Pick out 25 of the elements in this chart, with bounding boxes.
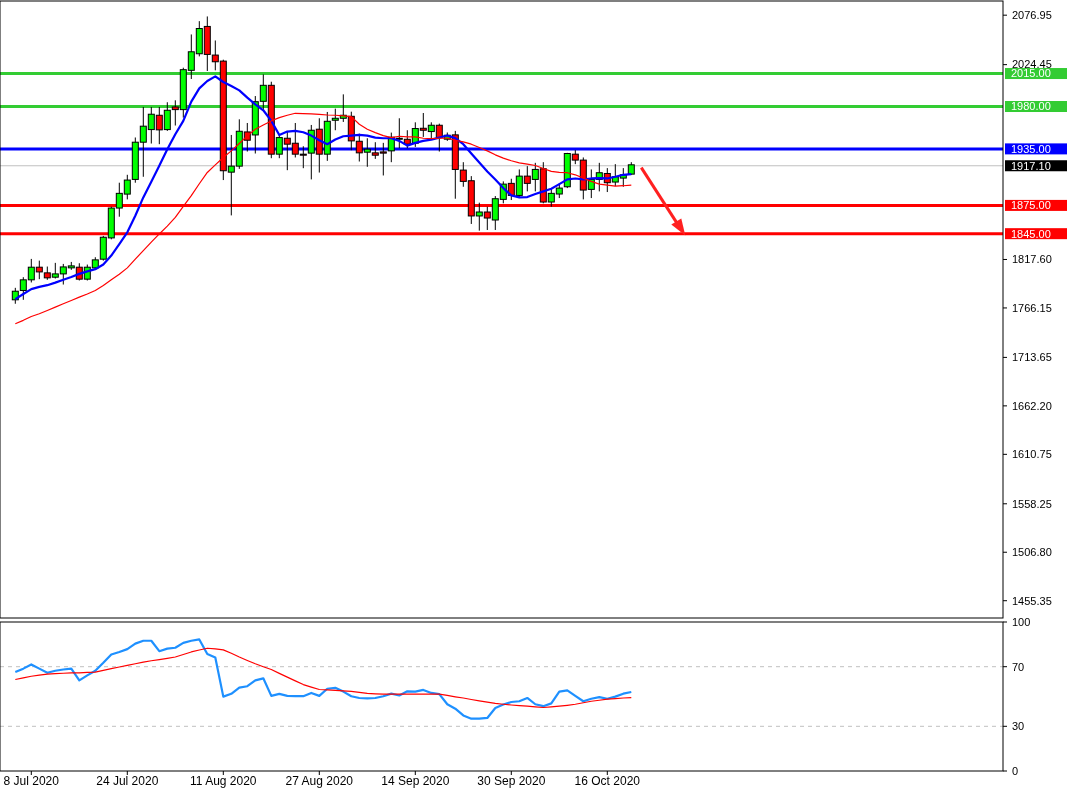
x-tick-label: 24 Jul 2020 bbox=[96, 774, 159, 788]
y-tick-label: 30 bbox=[1012, 720, 1025, 733]
y-tick-label: 1662.20 bbox=[1012, 399, 1052, 412]
ref-line-label: 1845.00 bbox=[1011, 227, 1051, 240]
ref-line-label: 1980.00 bbox=[1011, 100, 1051, 113]
y-tick-label: 1506.80 bbox=[1012, 546, 1052, 559]
y-tick-label: 1766.15 bbox=[1012, 301, 1052, 314]
y-tick-label: 1713.65 bbox=[1012, 351, 1052, 364]
x-tick-label: 14 Sep 2020 bbox=[381, 774, 450, 788]
x-tick-label: 27 Aug 2020 bbox=[285, 774, 354, 788]
y-tick-label: 0 bbox=[1012, 764, 1019, 777]
ref-line-label: 1875.00 bbox=[1011, 199, 1051, 212]
x-tick-label: 30 Sep 2020 bbox=[477, 774, 546, 788]
y-tick-label: 100 bbox=[1012, 615, 1031, 628]
y-tick-label: 1817.60 bbox=[1012, 253, 1052, 266]
x-tick-label: 11 Aug 2020 bbox=[190, 774, 257, 788]
x-tick-label: 16 Oct 2020 bbox=[574, 774, 641, 788]
y-tick-label: 1558.25 bbox=[1012, 497, 1052, 510]
ref-line-label: 1935.00 bbox=[1011, 142, 1051, 155]
y-tick-label: 1455.35 bbox=[1012, 594, 1052, 607]
y-tick-label: 1610.75 bbox=[1012, 448, 1052, 461]
y-tick-label: 70 bbox=[1012, 660, 1025, 673]
y-tick-label: 2076.95 bbox=[1012, 9, 1052, 22]
x-tick-label: 8 Jul 2020 bbox=[3, 774, 60, 788]
ref-line-label: 1917.10 bbox=[1011, 159, 1051, 172]
